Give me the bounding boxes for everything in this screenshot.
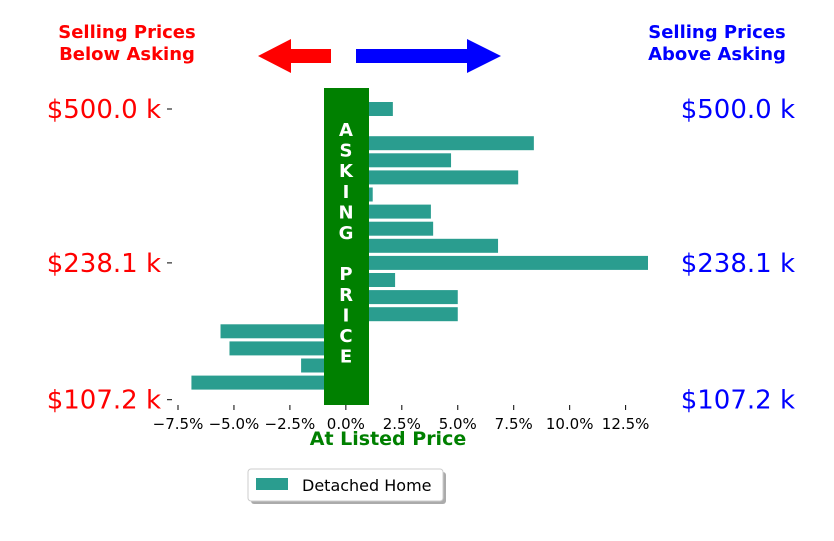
- x-tick-label: 0.0%: [327, 415, 365, 433]
- price-label-right: $238.1 k: [681, 249, 795, 279]
- bar: [345, 255, 648, 270]
- header-left-line1: Selling Prices: [58, 22, 195, 43]
- x-tick-label: 10.0%: [546, 415, 594, 433]
- x-tick-label: −2.5%: [265, 415, 316, 433]
- price-label-left: $107.2 k: [47, 386, 161, 416]
- x-tick-label: 2.5%: [383, 415, 421, 433]
- asking-letter: C: [339, 326, 352, 347]
- bar: [345, 238, 499, 253]
- header-right-line1: Selling Prices: [648, 22, 785, 43]
- header-left-line2: Below Asking: [59, 44, 195, 65]
- legend-label: Detached Home: [302, 476, 432, 495]
- asking-letter: P: [339, 264, 352, 285]
- asking-letter: R: [339, 285, 353, 306]
- arrow-left-icon: [258, 39, 331, 73]
- bar: [220, 324, 346, 339]
- x-tick-label: 12.5%: [602, 415, 650, 433]
- header-right-line2: Above Asking: [648, 44, 786, 65]
- asking-letter: K: [339, 161, 354, 182]
- arrow-right-icon: [356, 39, 501, 73]
- asking-price-band: [324, 88, 369, 405]
- x-axis: −7.5% −5.0% −2.5% 0.0% 2.5% 5.0% 7.5% 10.0% 12.5…: [153, 405, 650, 433]
- bar: [345, 290, 458, 305]
- asking-letter: I: [343, 305, 350, 326]
- x-tick-label: −7.5%: [153, 415, 204, 433]
- legend: Detached Home: [247, 468, 446, 504]
- asking-letter: E: [340, 347, 352, 368]
- asking-letter: A: [339, 120, 353, 141]
- bar: [345, 170, 519, 185]
- bar: [229, 341, 346, 356]
- price-label-right: $500.0 k: [681, 95, 795, 125]
- bars-layer: [191, 102, 648, 390]
- asking-letter: G: [339, 223, 354, 244]
- x-tick-label: 7.5%: [495, 415, 533, 433]
- bar: [345, 307, 458, 322]
- price-label-left: $500.0 k: [47, 95, 161, 125]
- price-label-left: $238.1 k: [47, 249, 161, 279]
- asking-letter: S: [340, 141, 353, 162]
- x-tick-label: 5.0%: [439, 415, 477, 433]
- legend-swatch: [256, 478, 288, 490]
- price-labels: $500.0 k $500.0 k $238.1 k $238.1 k $107.2 k…: [47, 95, 795, 416]
- bar: [345, 153, 452, 168]
- x-tick-label: −5.0%: [209, 415, 260, 433]
- x-axis-label: At Listed Price: [310, 428, 466, 450]
- price-label-right: $107.2 k: [681, 386, 795, 416]
- asking-letter: I: [343, 182, 350, 203]
- bar: [345, 136, 534, 151]
- bar: [191, 375, 346, 390]
- asking-letter: N: [338, 202, 353, 223]
